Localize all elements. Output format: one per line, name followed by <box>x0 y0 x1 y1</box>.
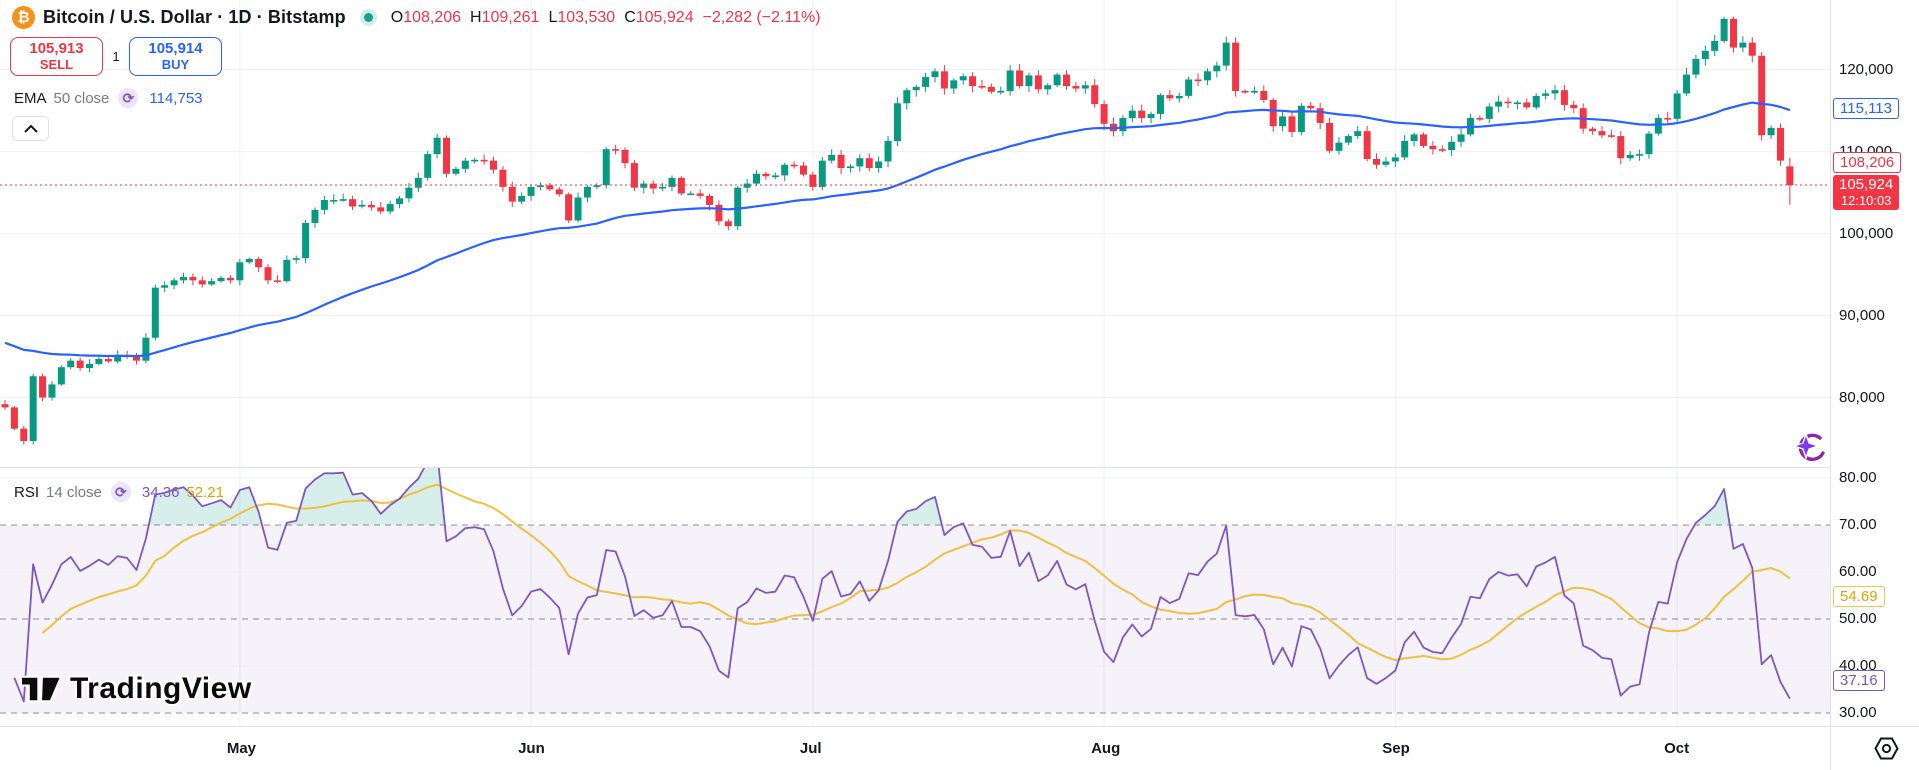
price-axis-divider <box>1830 0 1831 770</box>
time-axis-label[interactable]: May <box>226 740 257 757</box>
symbol-title[interactable]: Bitcoin / U.S. Dollar · 1D · Bitstamp <box>43 7 346 27</box>
bar-countdown: 12:10:03 <box>1840 192 1892 208</box>
time-axis-label[interactable]: Jul <box>799 740 822 757</box>
low-value: 103,530 <box>557 8 616 26</box>
rsi-axis-label[interactable]: 60.00 <box>1839 563 1877 580</box>
open-price-badge: 108,206 <box>1833 152 1902 173</box>
price-axis-label[interactable]: 80,000 <box>1839 388 1885 406</box>
price-axis-label[interactable]: 90,000 <box>1839 306 1885 324</box>
sparkle-ai-icon[interactable] <box>1790 428 1830 473</box>
high-value: 109,261 <box>481 8 540 26</box>
refresh-icon[interactable]: ⟳ <box>118 88 139 108</box>
change-value: −2,282 (−2.11%) <box>702 8 821 26</box>
ema-price-badge: 115,113 <box>1833 98 1899 119</box>
ema-name: EMA <box>14 89 47 107</box>
rsi-axis-label[interactable]: 50.00 <box>1839 610 1877 627</box>
rsi-axis-label[interactable]: 80.00 <box>1839 469 1877 486</box>
time-axis-label[interactable]: Sep <box>1382 740 1410 757</box>
chart-header: ₿ Bitcoin / U.S. Dollar · 1D · Bitstamp … <box>12 6 821 29</box>
rsi-name: RSI <box>14 483 40 501</box>
rsi-value-badge: 37.16 <box>1833 670 1885 691</box>
rsi-params: 14 close <box>46 483 102 501</box>
time-axis-label[interactable]: Oct <box>1664 740 1690 757</box>
rsi-axis-label[interactable]: 30.00 <box>1839 704 1877 721</box>
rsi-legend[interactable]: RSI 14 close ⟳ 34.36 52.21 <box>14 482 224 502</box>
price-axis-label[interactable]: 100,000 <box>1839 224 1894 242</box>
time-axis-label[interactable]: Jun <box>518 740 545 757</box>
ema-params: 50 close <box>53 89 110 107</box>
time-axis-label[interactable]: Aug <box>1091 740 1121 757</box>
rsi-axis-label[interactable]: 70.00 <box>1839 516 1877 533</box>
sell-price: 105,913 <box>29 40 84 57</box>
close-value: 105,924 <box>635 8 694 26</box>
close-label: C <box>624 8 636 26</box>
rsi-value: 34.36 <box>141 483 180 501</box>
trade-panel: 105,913 SELL 1 105,914 BUY <box>10 37 222 76</box>
price-axis-label[interactable]: 120,000 <box>1839 60 1894 78</box>
buy-label: BUY <box>161 56 190 72</box>
ema-legend[interactable]: EMA 50 close ⟳ 114,753 <box>14 88 203 108</box>
tradingview-logo-icon <box>20 675 62 703</box>
open-label: O <box>390 8 404 26</box>
refresh-icon[interactable]: ⟳ <box>110 482 131 502</box>
buy-price: 105,914 <box>148 40 203 57</box>
pane-divider[interactable] <box>0 467 1830 468</box>
high-label: H <box>470 8 482 26</box>
rsi-ma-value: 52.21 <box>186 483 224 501</box>
open-value: 108,206 <box>403 8 462 26</box>
collapse-button[interactable] <box>12 116 49 141</box>
sell-button[interactable]: 105,913 SELL <box>10 37 103 76</box>
time-axis-divider <box>0 726 1919 727</box>
rsi-ma-badge: 54.69 <box>1833 586 1885 607</box>
market-status-icon[interactable] <box>359 9 377 26</box>
last-price-badge: 105,924 12:10:03 <box>1833 175 1900 210</box>
low-label: L <box>548 8 558 26</box>
sell-label: SELL <box>39 56 74 72</box>
spread-value: 1 <box>112 49 120 64</box>
bitcoin-icon: ₿ <box>12 6 35 29</box>
ema-value: 114,753 <box>149 89 203 107</box>
ohlc-values: O108,206 H109,261 L103,530 C105,924 −2,2… <box>391 9 821 27</box>
tradingview-logo-text: TradingView <box>70 672 252 705</box>
buy-button[interactable]: 105,914 BUY <box>129 37 222 76</box>
tradingview-watermark[interactable]: TradingView <box>20 672 252 706</box>
rsi-axis-label[interactable]: 40.00 <box>1839 657 1877 674</box>
chevron-up-icon <box>23 124 38 133</box>
timezone-settings-icon[interactable] <box>1874 737 1899 765</box>
last-price: 105,924 <box>1839 176 1894 193</box>
